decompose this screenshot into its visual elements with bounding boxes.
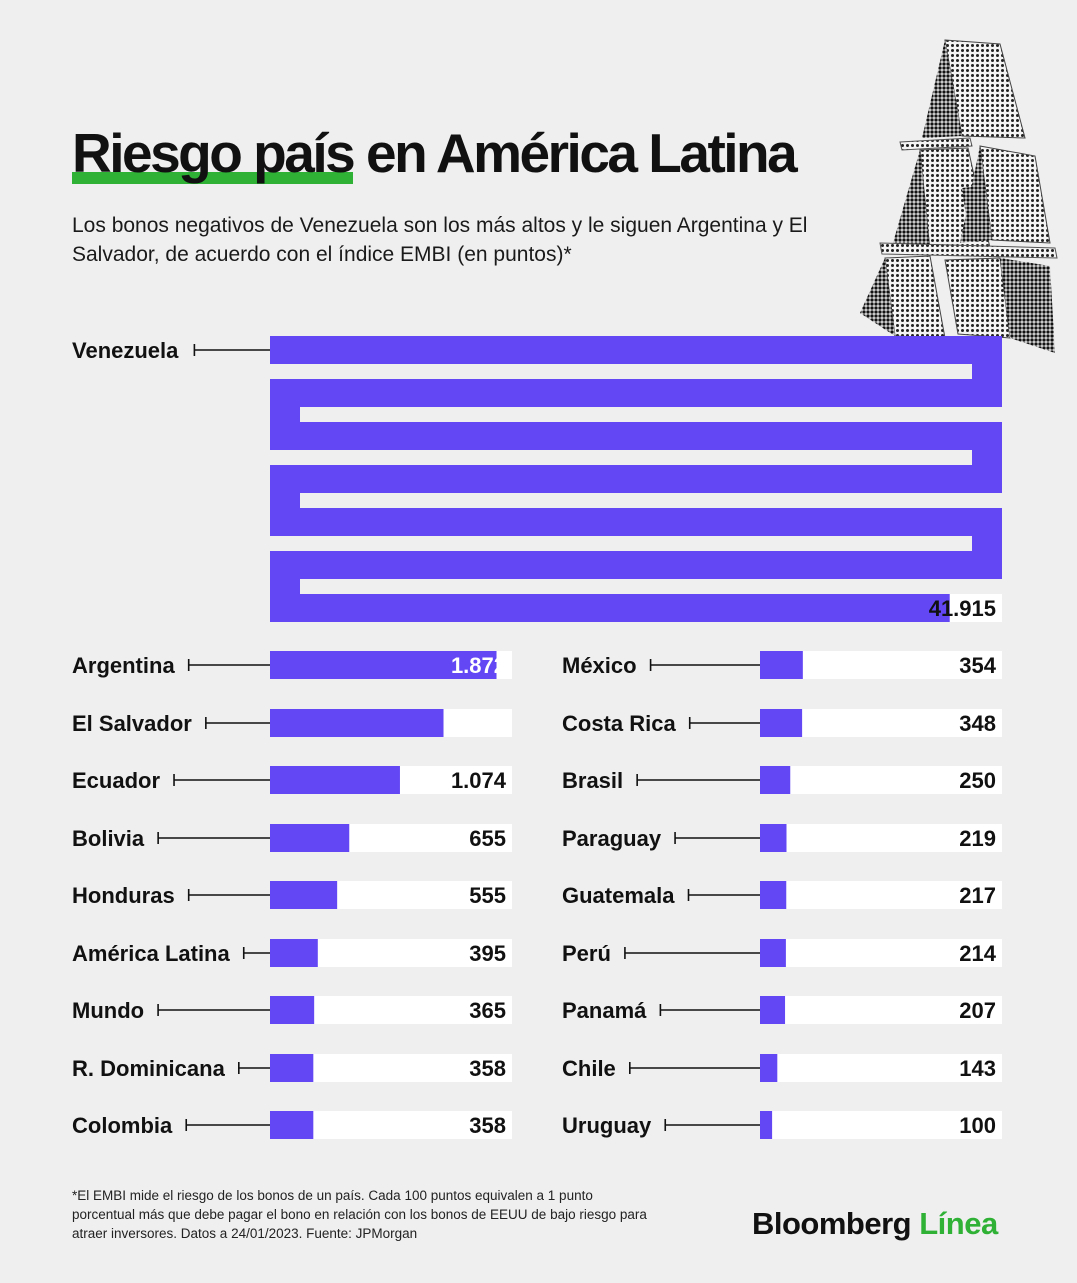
value-label: 217 xyxy=(959,883,996,908)
bar xyxy=(760,651,803,679)
bar xyxy=(760,824,787,852)
bar xyxy=(270,939,318,967)
page-title: Riesgo país en América Latina xyxy=(72,118,798,188)
category-label: Venezuela xyxy=(72,338,179,363)
category-label: México xyxy=(562,653,637,678)
brand-logo: Bloomberg Línea xyxy=(752,1206,998,1242)
category-label: Brasil xyxy=(562,768,623,793)
value-label: 395 xyxy=(469,941,506,966)
value-label: 1.434 xyxy=(451,711,507,736)
bar-track xyxy=(760,1054,1002,1082)
value-label: 655 xyxy=(469,826,506,851)
title-rest: en América Latina xyxy=(353,122,798,184)
category-label: Costa Rica xyxy=(562,711,676,736)
bar xyxy=(760,996,786,1024)
category-label: Panamá xyxy=(562,998,647,1023)
bar xyxy=(270,1054,314,1082)
category-label: Perú xyxy=(562,941,611,966)
bar-track xyxy=(760,939,1002,967)
value-label: 358 xyxy=(469,1056,506,1081)
value-label: 358 xyxy=(469,1113,506,1138)
value-label: 214 xyxy=(959,941,996,966)
bar xyxy=(760,881,787,909)
category-label: R. Dominicana xyxy=(72,1056,226,1081)
bar-track xyxy=(760,824,1002,852)
category-label: Mundo xyxy=(72,998,144,1023)
value-label: 1.872 xyxy=(451,653,506,678)
category-label: Uruguay xyxy=(562,1113,652,1138)
bar-track xyxy=(760,996,1002,1024)
value-label: 365 xyxy=(469,998,506,1023)
chart-subtitle: Los bonos negativos de Venezuela son los… xyxy=(72,214,808,266)
category-label: Paraguay xyxy=(562,826,662,851)
bar xyxy=(760,766,791,794)
category-label: América Latina xyxy=(72,941,230,966)
value-label: 207 xyxy=(959,998,996,1023)
value-label: 354 xyxy=(959,653,996,678)
bar xyxy=(760,1111,773,1139)
value-label: 250 xyxy=(959,768,996,793)
category-label: Ecuador xyxy=(72,768,160,793)
value-label: 1.074 xyxy=(451,768,507,793)
value-label: 143 xyxy=(959,1056,996,1081)
category-label: El Salvador xyxy=(72,711,192,736)
category-label: Bolivia xyxy=(72,826,145,851)
category-label: Honduras xyxy=(72,883,175,908)
bar-track xyxy=(760,1111,1002,1139)
bar xyxy=(270,996,315,1024)
category-label: Chile xyxy=(562,1056,616,1081)
brand-main: Bloomberg xyxy=(752,1206,912,1241)
value-label: 555 xyxy=(469,883,506,908)
brand-accent: Línea xyxy=(919,1206,998,1241)
bar xyxy=(760,709,803,737)
value-label: 41.915 xyxy=(929,596,996,621)
category-label: Guatemala xyxy=(562,883,675,908)
value-label: 219 xyxy=(959,826,996,851)
footnote: *El EMBI mide el riesgo de los bonos de … xyxy=(72,1188,647,1241)
bar xyxy=(760,1054,778,1082)
bar xyxy=(270,766,400,794)
title-highlight: Riesgo país xyxy=(72,118,356,188)
category-label: Argentina xyxy=(72,653,175,678)
bar-track xyxy=(760,766,1002,794)
value-label: 100 xyxy=(959,1113,996,1138)
bar-track xyxy=(760,881,1002,909)
bar xyxy=(270,651,497,679)
bar xyxy=(270,1111,314,1139)
featured-bar xyxy=(270,336,1002,622)
bar xyxy=(270,881,338,909)
category-label: Colombia xyxy=(72,1113,173,1138)
value-label: 348 xyxy=(959,711,996,736)
bar xyxy=(270,709,444,737)
house-of-cards-illustration-icon xyxy=(860,39,1058,353)
bar xyxy=(270,824,350,852)
bar xyxy=(760,939,786,967)
